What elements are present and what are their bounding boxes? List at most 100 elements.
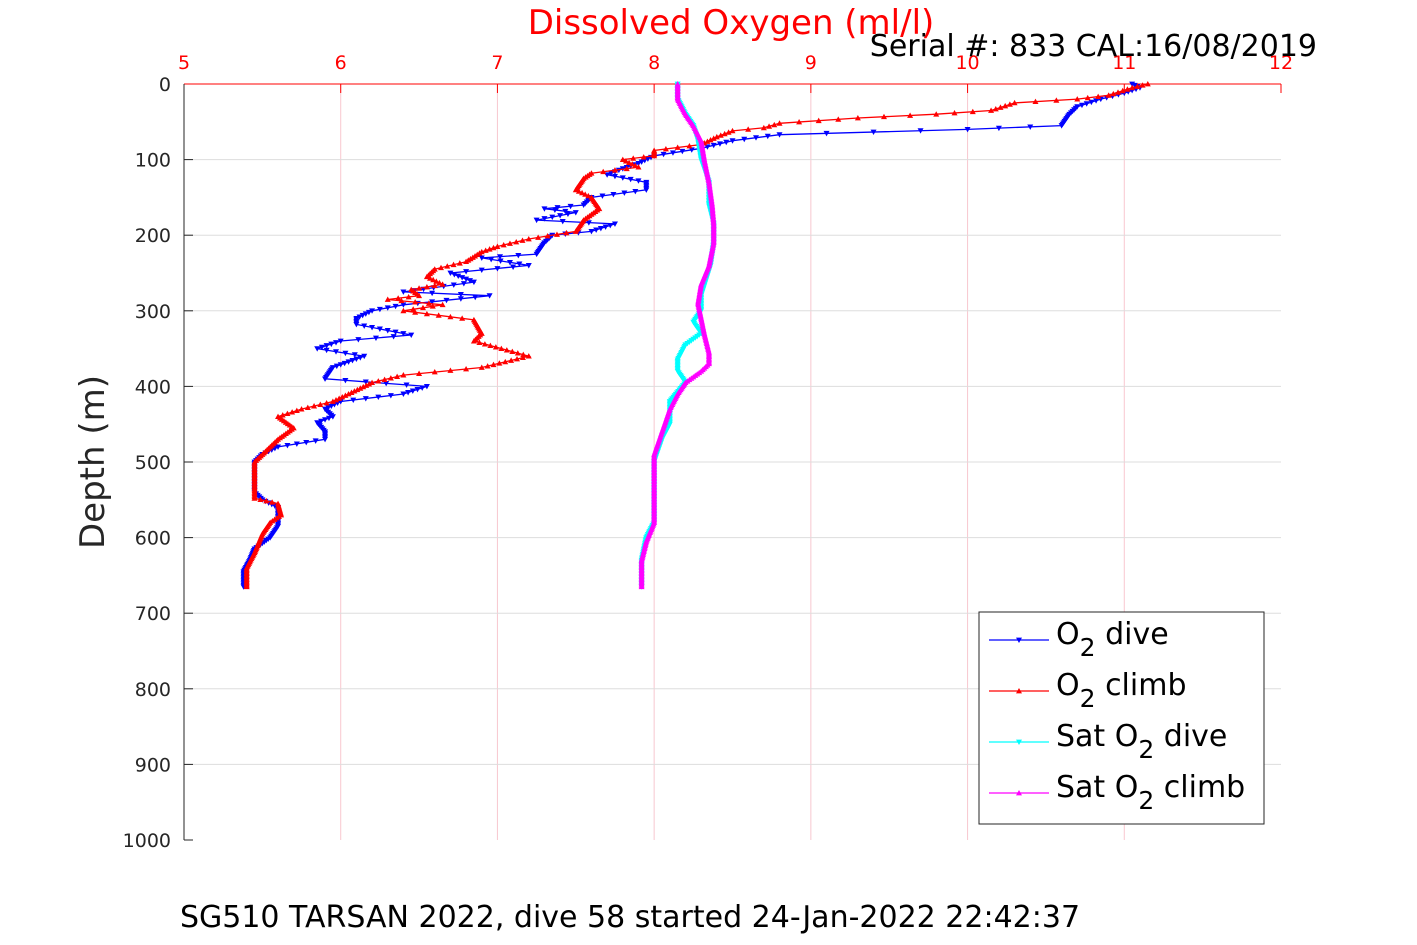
data-point-marker — [1115, 89, 1122, 95]
data-point-marker — [318, 418, 325, 425]
data-point-marker — [444, 263, 451, 269]
data-point-marker — [470, 338, 477, 344]
data-point-marker — [376, 306, 383, 313]
data-point-marker — [729, 138, 736, 144]
data-point-marker — [496, 360, 503, 366]
y-tick-label: 400 — [135, 376, 171, 398]
data-point-marker — [323, 343, 330, 349]
data-point-marker — [535, 234, 542, 240]
data-point-marker — [710, 142, 717, 149]
data-point-marker — [439, 301, 446, 308]
data-point-marker — [632, 162, 639, 169]
data-point-marker — [362, 379, 369, 385]
data-point-marker — [328, 403, 335, 410]
data-point-marker — [303, 439, 310, 446]
data-point-marker — [412, 309, 419, 315]
data-point-marker — [607, 222, 614, 229]
data-point-marker — [597, 225, 604, 232]
data-point-marker — [429, 303, 436, 309]
data-point-marker — [400, 331, 407, 337]
data-point-marker — [375, 378, 382, 384]
data-point-marker — [559, 218, 566, 225]
data-point-marker — [400, 302, 407, 308]
data-point-marker — [760, 124, 767, 131]
data-point-marker — [510, 264, 517, 270]
data-point-marker — [729, 127, 736, 134]
data-point-marker — [580, 202, 587, 208]
data-point-marker — [353, 356, 360, 362]
data-point-marker — [497, 258, 504, 264]
y-tick-label: 0 — [159, 74, 171, 96]
data-point-marker — [1053, 97, 1060, 103]
legend-label: Sat O2 climb — [1056, 770, 1245, 815]
data-point-marker — [551, 207, 558, 213]
data-point-marker — [741, 136, 748, 143]
data-point-marker — [513, 239, 520, 245]
data-point-marker — [472, 294, 479, 301]
data-point-marker — [619, 175, 626, 181]
data-point-marker — [764, 133, 771, 140]
data-point-marker — [328, 341, 335, 348]
data-point-marker — [635, 164, 642, 170]
data-point-marker — [721, 130, 728, 137]
data-point-marker — [572, 228, 579, 234]
data-point-marker — [1144, 81, 1151, 87]
data-point-marker — [390, 334, 397, 340]
data-point-marker — [969, 108, 976, 115]
data-point-marker — [1027, 124, 1034, 130]
data-point-marker — [525, 263, 532, 269]
data-point-marker — [400, 372, 407, 378]
data-point-marker — [494, 266, 501, 272]
data-point-marker — [322, 376, 329, 382]
data-point-marker — [585, 220, 592, 226]
dive-caption: SG510 TARSAN 2022, dive 58 started 24-Ja… — [180, 900, 1080, 935]
data-point-marker — [361, 323, 368, 329]
data-point-marker — [463, 276, 470, 283]
data-point-marker — [660, 151, 667, 158]
data-point-marker — [796, 118, 803, 125]
data-point-marker — [776, 120, 783, 126]
data-point-marker — [579, 189, 586, 196]
data-point-marker — [439, 281, 446, 287]
data-point-marker — [525, 353, 532, 359]
y-tick-label: 900 — [135, 754, 171, 776]
data-point-marker — [585, 192, 592, 199]
data-point-marker — [626, 159, 633, 166]
data-point-marker — [427, 275, 434, 281]
data-point-marker — [520, 351, 527, 358]
y-tick-label: 200 — [135, 225, 171, 247]
data-point-marker — [419, 304, 426, 311]
data-point-marker — [823, 130, 830, 137]
data-point-marker — [490, 244, 497, 251]
data-point-marker — [488, 256, 495, 263]
data-point-marker — [1032, 98, 1039, 105]
data-point-marker — [619, 156, 626, 162]
data-point-marker — [638, 583, 645, 590]
data-point-marker — [992, 105, 999, 112]
data-point-marker — [599, 193, 606, 199]
data-point-marker — [416, 285, 423, 291]
legend-marker — [1016, 688, 1022, 694]
data-point-marker — [623, 165, 630, 172]
data-point-marker — [635, 178, 642, 184]
data-point-marker — [333, 363, 340, 370]
data-point-marker — [284, 442, 291, 449]
data-point-marker — [263, 497, 270, 504]
data-point-marker — [593, 227, 600, 233]
data-point-marker — [815, 117, 822, 124]
data-point-marker — [490, 361, 497, 368]
data-point-marker — [387, 393, 394, 399]
data-point-marker — [383, 380, 390, 387]
data-point-marker — [429, 290, 436, 297]
data-point-marker — [423, 310, 430, 317]
data-point-marker — [503, 347, 510, 353]
data-point-marker — [492, 344, 499, 350]
data-point-marker — [582, 191, 589, 197]
data-point-marker — [478, 255, 485, 261]
data-point-marker — [610, 191, 617, 198]
data-point-marker — [351, 352, 358, 358]
data-point-marker — [1134, 83, 1141, 89]
data-point-marker — [423, 273, 430, 280]
data-point-marker — [341, 360, 348, 367]
data-point-marker — [662, 146, 669, 152]
